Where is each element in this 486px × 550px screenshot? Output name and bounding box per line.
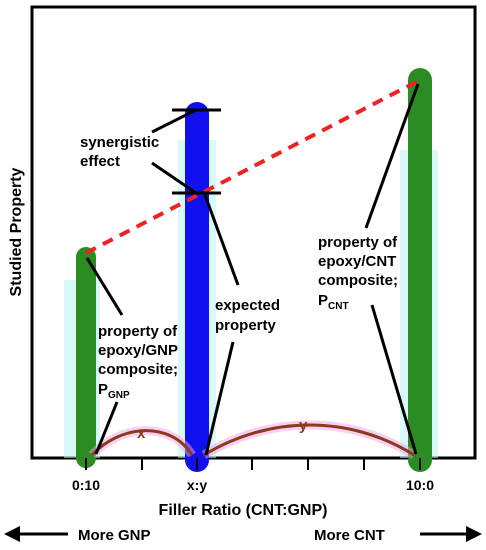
gnp-symbol-p: P [98, 381, 108, 398]
synergy-label-line1: synergistic [80, 134, 159, 151]
more-cnt-arrow-head [466, 526, 482, 542]
expected-leader [203, 194, 240, 286]
cnt-label-line1: property of [318, 234, 398, 251]
x-tick-label-gnp: 0:10 [72, 477, 100, 493]
arc-x-label: x [137, 425, 146, 442]
cnt-label-line2: epoxy/CNT [318, 253, 396, 270]
x-tick-label-mix: x:y [187, 477, 207, 493]
expected-leader-lower [204, 341, 235, 456]
x-tick-label-cnt: 10:0 [406, 477, 434, 493]
cnt-symbol: PCNT [318, 292, 349, 312]
gnp-label-line1: property of [98, 323, 178, 340]
arc-x [90, 429, 194, 457]
arc-y [203, 423, 415, 457]
gnp-label-line3: composite; [98, 361, 178, 378]
expected-label: expected property [215, 297, 284, 334]
gnp-leader-bottom [94, 401, 119, 455]
more-gnp-label: More GNP [78, 527, 151, 544]
more-gnp-arrow-head [4, 526, 20, 542]
gnp-label-line2: epoxy/GNP [98, 342, 178, 359]
y-axis-title: Studied Property [8, 167, 25, 296]
synergy-label-line2: effect [80, 153, 120, 170]
expected-label-line2: property [215, 317, 277, 334]
plot-frame [30, 5, 477, 460]
gnp-label: property of epoxy/GNP composite; [98, 323, 182, 378]
synergy-label: synergistic effect [80, 134, 163, 170]
synergy-leader-top [151, 108, 197, 134]
synergy-leader-bottom [151, 161, 197, 195]
expected-label-line1: expected [215, 297, 280, 314]
arc-y-label: y [299, 417, 308, 434]
cnt-symbol-subscript: CNT [328, 301, 349, 312]
cnt-leader-bottom [370, 304, 418, 455]
gnp-leader-top [85, 257, 124, 316]
more-cnt-label: More CNT [314, 527, 385, 544]
more-cnt-arrow [420, 526, 482, 542]
more-gnp-arrow [4, 526, 68, 542]
cnt-symbol-p: P [318, 292, 328, 309]
cnt-label-line3: composite; [318, 272, 398, 289]
cnt-leader-top [364, 83, 420, 229]
gnp-symbol-subscript: GNP [108, 390, 130, 401]
gnp-symbol: PGNP [98, 381, 130, 401]
cnt-label: property of epoxy/CNT composite; [318, 234, 401, 289]
x-axis-title: Filler Ratio (CNT:GNP) [159, 502, 328, 519]
linear-trend-dashed-line [85, 78, 421, 255]
